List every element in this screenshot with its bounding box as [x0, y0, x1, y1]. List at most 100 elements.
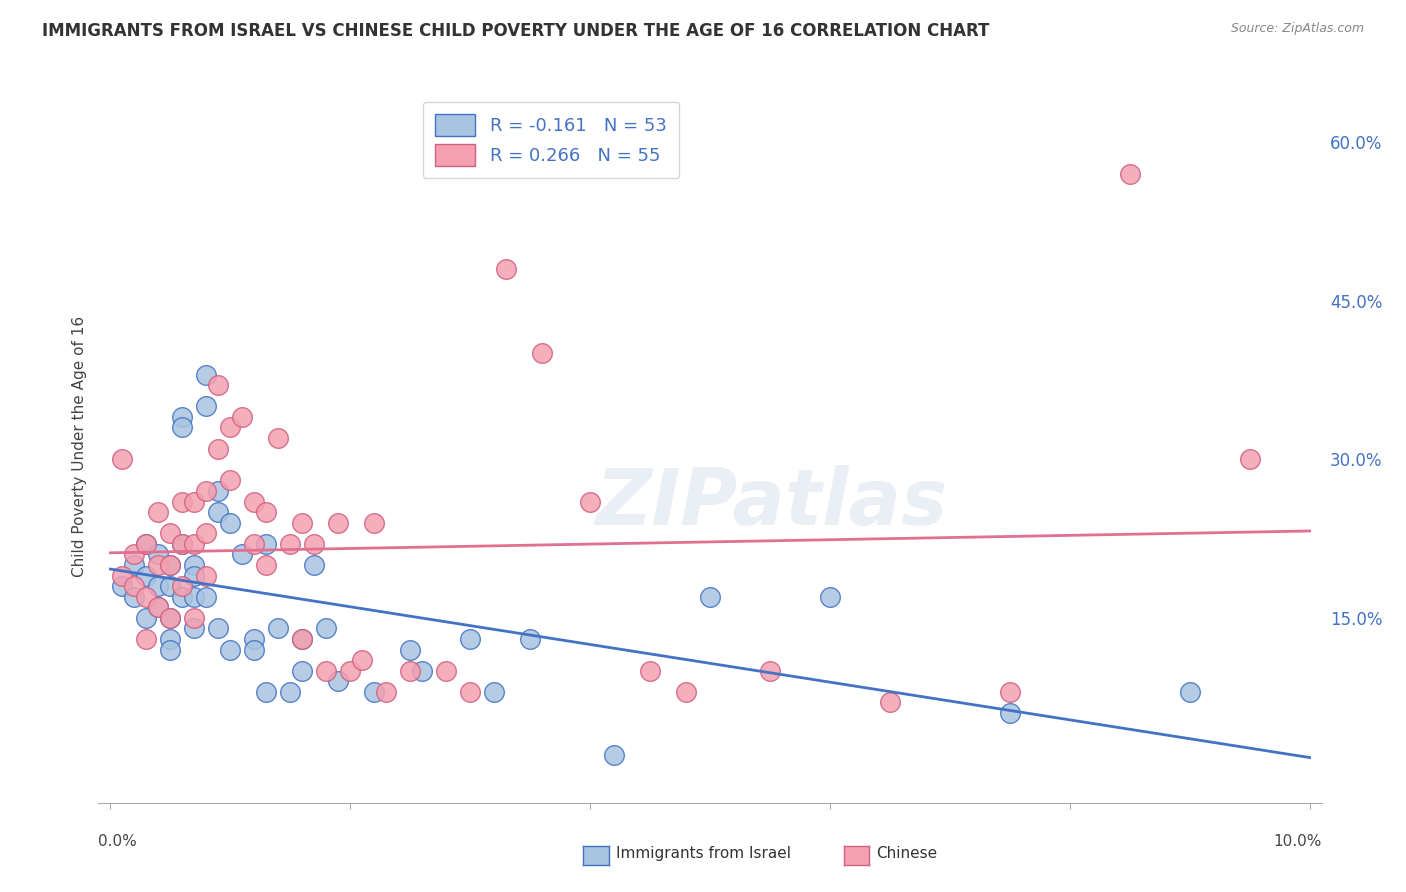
Point: [458, 685, 481, 699]
Point: [183, 611, 205, 625]
Point: [254, 558, 277, 572]
Point: [638, 664, 661, 678]
Point: [254, 685, 277, 699]
Point: [135, 590, 157, 604]
Point: [998, 706, 1021, 720]
Point: [243, 632, 266, 646]
Point: [482, 685, 505, 699]
Text: 10.0%: 10.0%: [1274, 834, 1322, 849]
Point: [111, 579, 134, 593]
Point: [291, 664, 314, 678]
Point: [699, 590, 721, 604]
Point: [399, 642, 422, 657]
Point: [254, 537, 277, 551]
Point: [135, 611, 157, 625]
Point: [495, 261, 517, 276]
Point: [879, 695, 901, 709]
Text: Immigrants from Israel: Immigrants from Israel: [616, 846, 790, 861]
Point: [519, 632, 541, 646]
Point: [159, 558, 181, 572]
Point: [195, 590, 218, 604]
Point: [111, 568, 134, 582]
Point: [172, 537, 194, 551]
Point: [111, 452, 134, 467]
Point: [278, 537, 301, 551]
Point: [675, 685, 697, 699]
Point: [172, 537, 194, 551]
Point: [148, 579, 170, 593]
Point: [159, 642, 181, 657]
Point: [998, 685, 1021, 699]
Point: [135, 632, 157, 646]
Point: [124, 590, 146, 604]
Point: [531, 346, 554, 360]
Point: [135, 568, 157, 582]
Point: [278, 685, 301, 699]
Point: [291, 632, 314, 646]
Point: [434, 664, 457, 678]
Point: [183, 568, 205, 582]
Point: [195, 400, 218, 414]
Point: [219, 420, 242, 434]
Point: [183, 621, 205, 635]
Point: [148, 600, 170, 615]
Point: [172, 579, 194, 593]
Point: [579, 494, 602, 508]
Text: ZIPatlas: ZIPatlas: [595, 465, 948, 541]
Point: [267, 431, 290, 445]
Point: [231, 547, 253, 561]
Point: [172, 409, 194, 424]
Text: Chinese: Chinese: [876, 846, 938, 861]
Point: [254, 505, 277, 519]
Point: [135, 537, 157, 551]
Point: [207, 621, 229, 635]
Point: [411, 664, 433, 678]
Point: [183, 590, 205, 604]
Point: [195, 368, 218, 382]
Point: [207, 483, 229, 498]
Point: [124, 547, 146, 561]
Point: [603, 748, 626, 763]
Point: [124, 558, 146, 572]
Point: [159, 579, 181, 593]
Point: [159, 558, 181, 572]
Point: [291, 516, 314, 530]
Text: Source: ZipAtlas.com: Source: ZipAtlas.com: [1230, 22, 1364, 36]
Point: [148, 558, 170, 572]
Point: [207, 442, 229, 456]
Point: [1239, 452, 1261, 467]
Point: [315, 664, 337, 678]
Point: [148, 600, 170, 615]
Point: [363, 516, 385, 530]
Point: [159, 611, 181, 625]
Point: [243, 642, 266, 657]
Point: [148, 547, 170, 561]
Point: [159, 632, 181, 646]
Point: [219, 474, 242, 488]
Point: [818, 590, 841, 604]
Point: [207, 505, 229, 519]
Point: [304, 537, 326, 551]
Point: [172, 494, 194, 508]
Point: [375, 685, 398, 699]
Point: [207, 378, 229, 392]
Point: [219, 516, 242, 530]
Point: [352, 653, 374, 667]
Text: 0.0%: 0.0%: [98, 834, 138, 849]
Point: [219, 642, 242, 657]
Point: [1119, 167, 1142, 181]
Point: [148, 505, 170, 519]
Point: [195, 526, 218, 541]
Point: [183, 558, 205, 572]
Point: [195, 483, 218, 498]
Point: [458, 632, 481, 646]
Point: [231, 409, 253, 424]
Point: [328, 516, 350, 530]
Point: [243, 537, 266, 551]
Point: [328, 674, 350, 689]
Point: [759, 664, 782, 678]
Point: [1178, 685, 1201, 699]
Point: [183, 494, 205, 508]
Point: [124, 579, 146, 593]
Point: [159, 611, 181, 625]
